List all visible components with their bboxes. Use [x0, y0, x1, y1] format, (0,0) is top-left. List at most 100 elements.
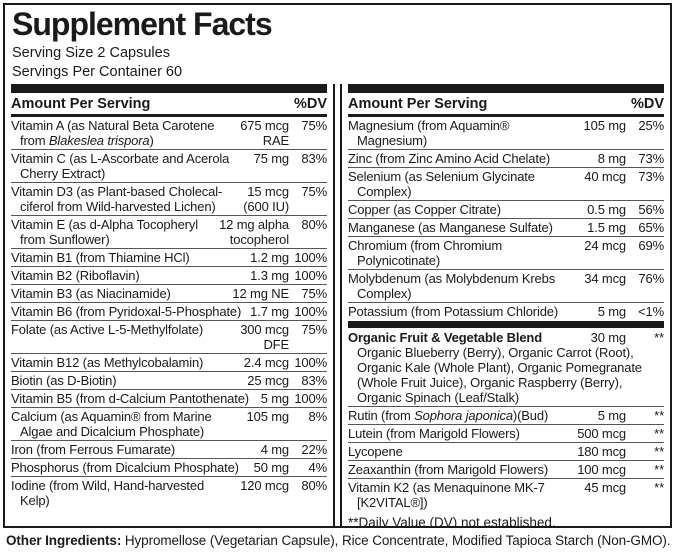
table-row: Vitamin B2 (Riboflavin) 1.3 mg 100%: [11, 265, 327, 284]
ingredient-name: Vitamin K2 (as Menaquinone MK-7 [K2VITAL…: [348, 479, 545, 510]
table-row: Zinc (from Zinc Amino Acid Chelate) 8 mg 7…: [348, 148, 664, 167]
ingredient-dv: <1%: [638, 303, 664, 319]
ingredient-dv: 25%: [638, 117, 664, 133]
ingredient-name: Vitamin B5 (from d-Calcium Pantothenate): [11, 390, 249, 406]
ingredient-amount: 15 mcg (600 IU): [243, 183, 289, 214]
amount-per-serving-header: Amount Per Serving: [11, 95, 151, 112]
ingredient-name: Rutin (from Sophora japonica)(Bud): [348, 407, 549, 423]
ingredient-dv: 76%: [638, 270, 664, 286]
ingredient-dv: 56%: [638, 201, 664, 217]
ingredient-dv: 75%: [301, 183, 327, 199]
ingredient-dv: **: [654, 425, 664, 441]
table-row: Vitamin B3 (as Niacinamide) 12 mg NE 75%: [11, 283, 327, 302]
ingredient-name: Zeaxanthin (from Marigold Flowers): [348, 461, 549, 477]
table-row: Vitamin C (as L-Ascorbate and Acerola Ch…: [11, 148, 327, 182]
ingredient-name: Vitamin B1 (from Thiamine HCl): [11, 249, 190, 265]
ingredient-dv: 100%: [294, 249, 327, 265]
ingredient-dv: 80%: [301, 216, 327, 232]
table-row: Copper (as Copper Citrate) 0.5 mg 56%: [348, 199, 664, 218]
other-ingredients: Other Ingredients: Hypromellose (Vegetar…: [6, 533, 676, 549]
ingredient-amount: 8 mg: [597, 150, 626, 166]
ingredient-dv: 8%: [308, 408, 328, 424]
ingredient-name: Vitamin E (as d-Alpha Tocopheryl from Su…: [11, 216, 198, 247]
facts-column-left: Amount Per Serving %DV Vitamin A (as Nat…: [5, 83, 333, 526]
ingredient-amount: 105 mg: [583, 117, 627, 133]
serving-size: Serving Size 2 Capsules: [12, 44, 170, 61]
section-bar: [11, 83, 327, 93]
ingredient-name: Vitamin B6 (from Pyridoxal-5-Phosphate): [11, 303, 242, 319]
ingredient-name: Phosphorus (from Dicalcium Phosphate): [11, 459, 239, 475]
ingredient-dv: **: [654, 461, 664, 477]
ingredient-name: Copper (as Copper Citrate): [348, 201, 501, 217]
ingredient-amount: 12 mg NE: [232, 285, 289, 301]
column-header: Amount Per Serving %DV: [348, 93, 664, 114]
ingredient-amount: 30 mg: [590, 329, 627, 345]
table-row: Phosphorus (from Dicalcium Phosphate) 50 …: [11, 457, 327, 476]
rows-group: Magnesium (from Aquamin® Magnesium) 105 m…: [348, 117, 664, 320]
left-column-rows: Vitamin A (as Natural Beta Carotene from…: [11, 117, 327, 509]
ingredient-name: Biotin (as D-Biotin): [11, 372, 117, 388]
ingredient-amount: 675 mcg RAE: [240, 117, 289, 148]
right-column-rows: Magnesium (from Aquamin® Magnesium) 105 m…: [348, 117, 664, 511]
column-header: Amount Per Serving %DV: [11, 93, 327, 114]
table-row: Lutein (from Marigold Flowers) 500 mcg **: [348, 423, 664, 442]
ingredient-amount: 120 mcg: [240, 477, 289, 493]
ingredient-amount: 4 mg: [260, 441, 289, 457]
servings-per-container: Servings Per Container 60: [12, 63, 183, 80]
table-row: Vitamin E (as d-Alpha Tocopheryl from Su…: [11, 214, 327, 248]
ingredient-amount: 500 mcg: [577, 425, 626, 441]
ingredient-dv: **: [654, 443, 664, 459]
ingredient-amount: 24 mcg: [584, 237, 626, 253]
dv-header: %DV: [293, 95, 327, 112]
ingredient-amount: 1.3 mg: [250, 267, 289, 283]
ingredient-amount: 75 mg: [253, 150, 290, 166]
ingredient-name: Vitamin D3 (as Plant-based Cholecal­cife…: [11, 183, 223, 214]
table-row: Molybdenum (as Molybdenum Krebs Complex)…: [348, 268, 664, 302]
table-row: Vitamin K2 (as Menaquinone MK-7 [K2VITAL…: [348, 477, 664, 511]
page-title: Supplement Facts: [12, 6, 273, 42]
header-rule: [11, 113, 327, 117]
ingredient-name: Molybdenum (as Molybdenum Krebs Complex): [348, 270, 556, 301]
ingredient-dv: 100%: [294, 390, 327, 406]
ingredient-name: Organic Fruit & Vegetable Blend: [348, 329, 543, 345]
ingredient-amount: 34 mcg: [584, 270, 626, 286]
section-bar: [348, 83, 664, 93]
label-header: Supplement Facts Serving Size 2 Capsules…: [5, 5, 670, 84]
blend-components: Organic Blueberry (Berry), Organic Carro…: [357, 344, 642, 405]
ingredient-dv: 100%: [294, 303, 327, 319]
ingredient-name: Selenium (as Selenium Glycinate Complex): [348, 168, 535, 199]
table-row: Chromium (from Chromium Polynicotinate) 2…: [348, 235, 664, 269]
table-row: Organic Fruit & Vegetable Blend 30 mg ** Or…: [348, 329, 664, 406]
ingredient-dv: **: [654, 407, 664, 423]
ingredient-name: Vitamin B12 (as Methylcobalamin): [11, 354, 204, 370]
ingredient-amount: 5 mg: [597, 303, 626, 319]
table-row: Folate (as Active L-5-Methylfolate) 300 m…: [11, 319, 327, 353]
other-ingredients-label: Other Ingredients:: [6, 533, 122, 548]
ingredient-dv: **: [654, 479, 664, 495]
table-row: Vitamin B12 (as Methylcobalamin) 2.4 mcg 1…: [11, 352, 327, 371]
ingredient-dv: 65%: [638, 219, 664, 235]
ingredient-dv: 83%: [301, 372, 327, 388]
ingredient-amount: 180 mcg: [577, 443, 626, 459]
ingredient-dv: 100%: [294, 267, 327, 283]
table-row: Iron (from Ferrous Fumarate) 4 mg 22%: [11, 439, 327, 458]
ingredient-name: Vitamin A (as Natural Beta Carotene from…: [11, 117, 215, 148]
ingredient-amount: 50 mg: [253, 459, 290, 475]
ingredient-dv: 80%: [301, 477, 327, 493]
table-row: Magnesium (from Aquamin® Magnesium) 105 m…: [348, 117, 664, 149]
dv-header: %DV: [630, 95, 664, 112]
ingredient-dv: 75%: [301, 321, 327, 337]
table-row: Vitamin B1 (from Thiamine HCl) 1.2 mg 100%: [11, 247, 327, 266]
table-row: Vitamin A (as Natural Beta Carotene from…: [11, 117, 327, 149]
ingredient-amount: 100 mcg: [577, 461, 626, 477]
rows-group: Organic Fruit & Vegetable Blend 30 mg ** Or…: [348, 329, 664, 511]
ingredient-amount: 5 mg: [597, 407, 626, 423]
table-row: Biotin (as D-Biotin) 25 mcg 83%: [11, 370, 327, 389]
table-row: Lycopene 180 mcg **: [348, 441, 664, 460]
amount-per-serving-header: Amount Per Serving: [348, 95, 488, 112]
section-divider-bar: [348, 320, 664, 328]
ingredient-dv: 100%: [294, 354, 327, 370]
table-row: Vitamin D3 (as Plant-based Cholecal­cife…: [11, 181, 327, 215]
ingredient-amount: 2.4 mcg: [243, 354, 289, 370]
ingredient-name: Iron (from Ferrous Fumarate): [11, 441, 176, 457]
